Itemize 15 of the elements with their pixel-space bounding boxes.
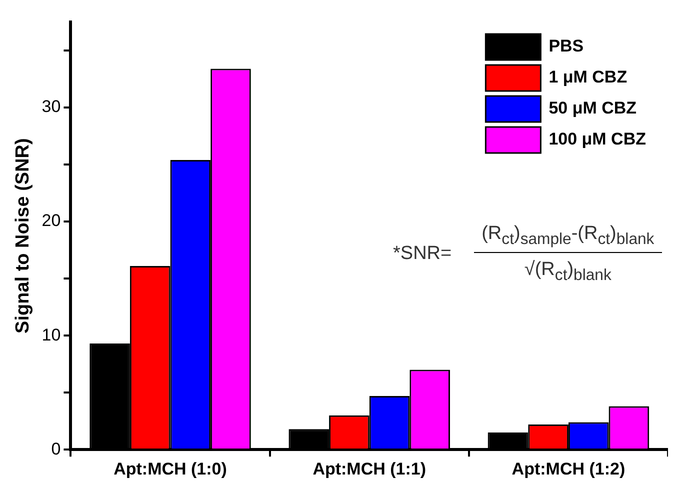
annotation: √(R$_{ct}$)$_{blank}$: [524, 258, 612, 285]
y-tick-label: 20: [42, 211, 61, 230]
y-tick-label: 30: [42, 97, 61, 116]
y-axis-title: Signal to Noise (SNR): [12, 138, 34, 334]
y-tick-label: 10: [42, 325, 61, 344]
legend-label: PBS: [548, 36, 584, 56]
y-tick-label: 0: [51, 439, 61, 458]
annotation: *SNR=: [393, 242, 452, 265]
x-tick-label: Apt:MCH (1:1): [312, 459, 426, 478]
annotation: (R$_{ct}$)$_{sample}$-(R$_{ct}$)$_{blank}$: [474, 223, 662, 253]
x-tick-label: Apt:MCH (1:2): [512, 459, 626, 478]
legend-label: 1 μM CBZ: [548, 68, 628, 87]
legend-label: 100 μM CBZ: [548, 130, 646, 149]
legend-label: 50 μM CBZ: [548, 98, 637, 118]
x-tick-label: Apt:MCH (1:0): [114, 459, 227, 478]
